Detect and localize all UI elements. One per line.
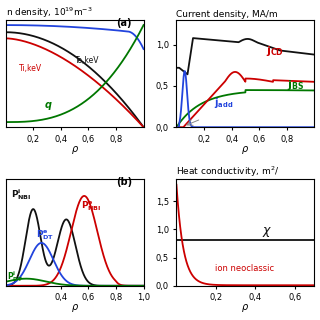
Text: Te,keV: Te,keV <box>75 56 99 65</box>
X-axis label: $\rho$: $\rho$ <box>241 144 250 156</box>
Text: Heat conductivity, m$^2$/: Heat conductivity, m$^2$/ <box>176 164 280 179</box>
Text: Current density, MA/m: Current density, MA/m <box>176 10 278 19</box>
X-axis label: $\rho$: $\rho$ <box>70 144 79 156</box>
Text: $\mathbf{P^i_{DT}}$: $\mathbf{P^i_{DT}}$ <box>7 269 23 284</box>
Text: $\mathbf{j_{BS}}$: $\mathbf{j_{BS}}$ <box>287 77 304 92</box>
Text: $\mathbf{j_{CD}}$: $\mathbf{j_{CD}}$ <box>266 44 284 58</box>
Text: q: q <box>44 100 51 110</box>
X-axis label: $\rho$: $\rho$ <box>241 302 250 315</box>
Text: (a): (a) <box>116 18 132 28</box>
Text: $\chi$: $\chi$ <box>262 225 272 239</box>
X-axis label: $\rho$: $\rho$ <box>70 302 79 315</box>
Text: $\mathbf{P^i_{NBI}}$: $\mathbf{P^i_{NBI}}$ <box>11 188 32 202</box>
Text: (b): (b) <box>116 177 132 187</box>
Text: $\mathbf{P^e_{NBI}}$: $\mathbf{P^e_{NBI}}$ <box>82 200 102 213</box>
Text: $\mathbf{j_{add}}$: $\mathbf{j_{add}}$ <box>214 96 233 110</box>
Text: n density, 10$^{19}$m$^{-3}$: n density, 10$^{19}$m$^{-3}$ <box>5 5 92 20</box>
Text: ion neoclassic: ion neoclassic <box>215 264 274 273</box>
Text: Ti,keV: Ti,keV <box>19 64 43 73</box>
Text: $\mathbf{P^e_{DT}}$: $\mathbf{P^e_{DT}}$ <box>36 228 54 242</box>
